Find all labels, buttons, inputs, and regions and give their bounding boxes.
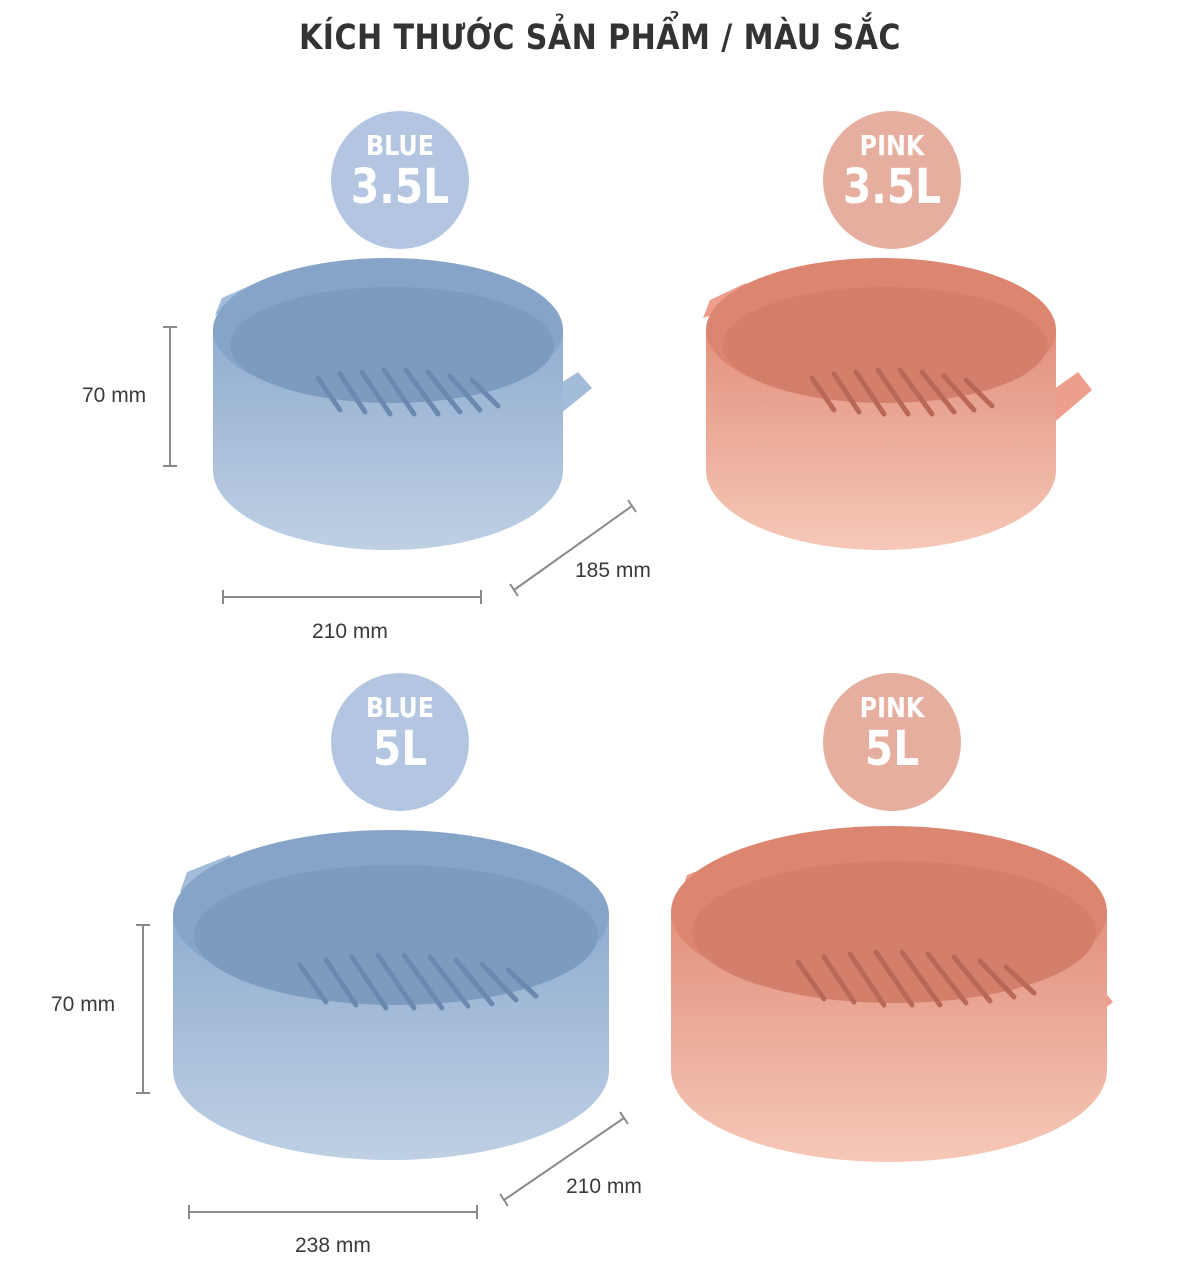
badge-size-label: 3.5L — [842, 159, 942, 215]
badge-color-label: PINK — [859, 691, 925, 724]
badge-color-label: BLUE — [365, 691, 435, 724]
badge-size-label: 5L — [864, 721, 920, 777]
basket-blue-3-5l — [213, 258, 592, 550]
basket-blue-5l — [173, 830, 609, 1160]
badge-color-label: PINK — [859, 129, 925, 162]
badge-blue-5l: BLUE 5L — [331, 673, 469, 811]
basket-pink-5l — [671, 826, 1113, 1162]
height-label-3-5l: 70 mm — [82, 384, 147, 407]
badge-size-label: 5L — [372, 721, 428, 777]
basket-pink-3-5l — [703, 258, 1092, 550]
badge-pink-3-5l: PINK 3.5L — [823, 111, 961, 249]
badge-color-label: BLUE — [365, 129, 435, 162]
dimension-lines — [136, 326, 637, 1219]
width-label-5l: 238 mm — [295, 1234, 371, 1257]
depth-label-3-5l: 185 mm — [575, 559, 651, 582]
height-label-5l: 70 mm — [51, 993, 116, 1016]
badge-pink-5l: PINK 5L — [823, 673, 961, 811]
badge-size-label: 3.5L — [350, 159, 450, 215]
badge-blue-3-5l: BLUE 3.5L — [331, 111, 469, 249]
page-title: KÍCH THƯỚC SẢN PHẨM / MÀU SẮC — [299, 18, 901, 58]
depth-label-5l: 210 mm — [566, 1175, 642, 1198]
width-label-3-5l: 210 mm — [312, 620, 388, 643]
